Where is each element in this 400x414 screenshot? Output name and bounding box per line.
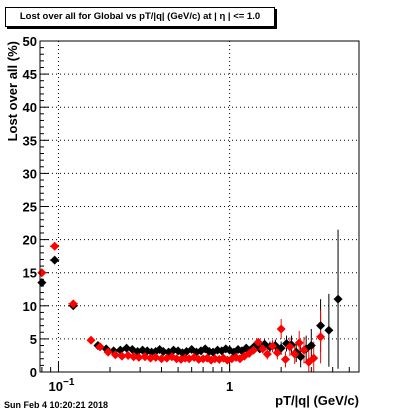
data-point-red xyxy=(258,344,268,354)
data-point-red xyxy=(316,332,326,342)
y-tick-label: 35 xyxy=(23,133,37,148)
data-point-red xyxy=(134,352,144,362)
data-point-red xyxy=(290,349,300,359)
x-axis-title: pT/|q| (GeV/c) xyxy=(275,393,359,408)
y-tick-label: 25 xyxy=(23,200,37,215)
data-point-red xyxy=(276,324,286,334)
data-point-red xyxy=(95,342,105,352)
x-tick-label: 1 xyxy=(226,379,233,394)
data-point-red xyxy=(68,299,78,309)
grid-lines xyxy=(40,41,359,372)
data-point-red xyxy=(299,345,309,355)
data-point-red xyxy=(309,353,319,363)
data-point-red xyxy=(294,338,304,348)
data-point-red xyxy=(37,268,47,278)
y-axis-title: Lost over all (%) xyxy=(5,41,20,141)
y-tick-label: 0 xyxy=(30,365,37,380)
data-point-red xyxy=(129,352,139,362)
data-point-red xyxy=(253,337,263,347)
data-point-red xyxy=(262,349,272,359)
axis-ticks xyxy=(40,40,350,373)
data-point-red xyxy=(249,345,259,355)
chart-title: Lost over all for Global vs pT/|q| (GeV/… xyxy=(5,7,275,27)
y-tick-label: 20 xyxy=(23,233,37,248)
data-point-red xyxy=(103,347,113,357)
y-tick-label: 50 xyxy=(23,34,37,49)
data-point-red xyxy=(86,335,96,345)
data-point-red xyxy=(280,354,290,364)
data-point-black xyxy=(37,278,47,288)
data-point-black xyxy=(306,341,316,351)
timestamp-label: Sun Feb 4 10:20:21 2018 xyxy=(4,400,109,410)
data-points xyxy=(37,241,343,367)
y-tick-label: 15 xyxy=(23,266,37,281)
y-tick-label: 5 xyxy=(30,332,37,347)
plot-frame xyxy=(39,40,360,373)
tick-labels: 0 5 10 15 20 25 30 35 40 45 50 10−1 1 xyxy=(23,34,234,394)
data-point-black xyxy=(324,325,334,335)
data-point-red xyxy=(267,341,277,351)
data-point-black xyxy=(50,255,60,265)
y-tick-label: 10 xyxy=(23,299,37,314)
data-point-red xyxy=(117,351,127,361)
y-tick-label: 40 xyxy=(23,100,37,115)
data-point-red xyxy=(110,350,120,360)
data-point-red xyxy=(157,354,167,364)
y-tick-label: 30 xyxy=(23,166,37,181)
data-point-black xyxy=(158,346,168,356)
data-point-red xyxy=(272,348,282,358)
y-tick-label: 45 xyxy=(23,67,37,82)
data-point-red xyxy=(285,342,295,352)
data-point-black xyxy=(333,294,343,304)
data-point-red xyxy=(50,241,60,251)
x-tick-label: 10−1 xyxy=(49,377,75,394)
data-point-black xyxy=(316,321,326,331)
data-point-red xyxy=(146,353,156,363)
